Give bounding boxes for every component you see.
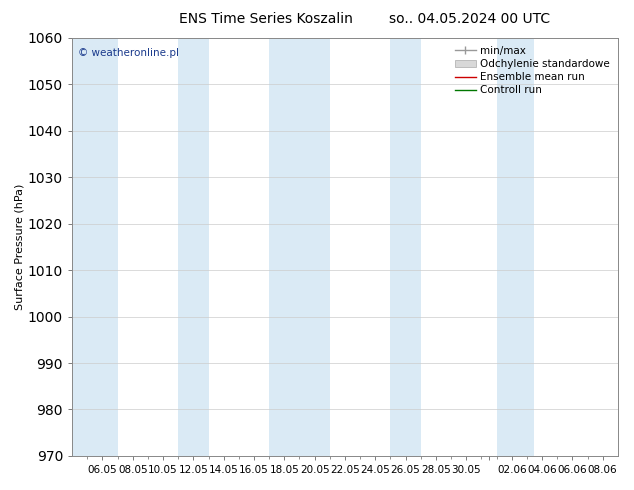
Bar bbox=[496, 38, 534, 456]
Y-axis label: Surface Pressure (hPa): Surface Pressure (hPa) bbox=[15, 184, 25, 310]
Text: so.. 04.05.2024 00 UTC: so.. 04.05.2024 00 UTC bbox=[389, 12, 550, 26]
Bar bbox=[72, 38, 117, 456]
Bar bbox=[269, 38, 330, 456]
Bar bbox=[178, 38, 209, 456]
Text: © weatheronline.pl: © weatheronline.pl bbox=[77, 48, 179, 58]
Bar bbox=[391, 38, 421, 456]
Text: ENS Time Series Koszalin: ENS Time Series Koszalin bbox=[179, 12, 353, 26]
Legend: min/max, Odchylenie standardowe, Ensemble mean run, Controll run: min/max, Odchylenie standardowe, Ensembl… bbox=[451, 43, 612, 98]
